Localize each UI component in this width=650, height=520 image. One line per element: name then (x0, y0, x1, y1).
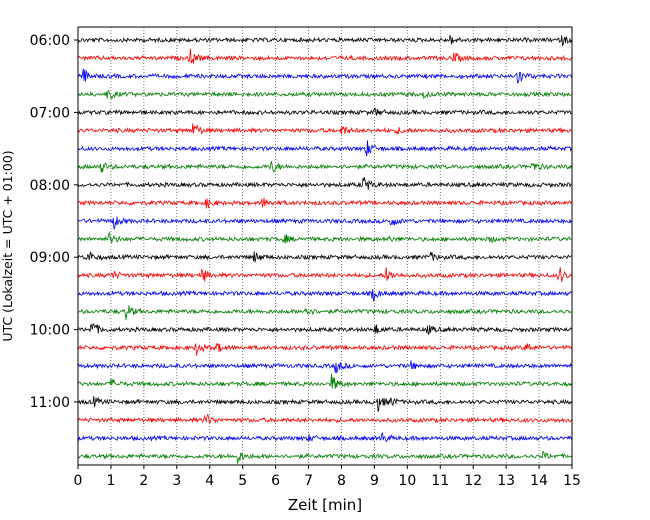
x-tick-label: 13 (497, 473, 515, 489)
x-tick-label: 1 (106, 473, 115, 489)
y-axis-label: UTC (Lokalzeit = UTC + 01:00) (0, 150, 15, 341)
seismogram-traces (77, 34, 572, 464)
x-tick-label: 12 (464, 473, 482, 489)
trace-0645 (77, 89, 572, 101)
trace-0900 (77, 251, 572, 263)
plot-background (78, 27, 572, 465)
trace-0815 (77, 197, 572, 209)
x-tick-label: 7 (304, 473, 313, 489)
trace-0745 (77, 161, 572, 174)
y-tick-label: 09:00 (30, 250, 70, 266)
x-tick-label: 14 (530, 473, 548, 489)
trace-0700 (77, 107, 572, 117)
plot-frame (77, 26, 573, 466)
x-tick-label: 5 (238, 473, 247, 489)
y-tick-label: 10:00 (30, 323, 70, 339)
x-axis-label: Zeit [min] (288, 496, 362, 514)
trace-0930 (77, 288, 572, 302)
x-tick-label: 3 (172, 473, 181, 489)
x-tick-label: 8 (337, 473, 346, 489)
x-tick-label: 4 (205, 473, 214, 489)
trace-1145 (77, 450, 572, 464)
trace-1000 (77, 323, 572, 335)
vertical-grid (110, 27, 540, 465)
trace-1130 (77, 432, 572, 443)
y-tick-label: 11:00 (30, 395, 70, 411)
x-tick-label: 6 (271, 473, 280, 489)
y-tick-label: 07:00 (30, 105, 70, 121)
x-tick-label: 11 (431, 473, 449, 489)
x-tick-label: 0 (74, 473, 83, 489)
trace-1030 (77, 360, 572, 374)
x-tick-label: 2 (139, 473, 148, 489)
trace-1100 (77, 395, 572, 412)
trace-0915 (77, 267, 572, 283)
trace-1115 (77, 413, 572, 424)
x-tick-label: 9 (370, 473, 379, 489)
y-axis-hour-ticks: 06:00 07:00 08:00 09:00 10:00 11:00 (30, 33, 78, 411)
x-tick-label: 10 (398, 473, 416, 489)
trace-0730 (77, 140, 572, 157)
trace-0615 (77, 48, 572, 64)
trace-0600 (77, 34, 572, 47)
trace-1015 (77, 342, 572, 356)
y-tick-label: 08:00 (30, 178, 70, 194)
trace-1045 (77, 373, 572, 389)
trace-0830 (77, 216, 572, 230)
trace-0845 (77, 231, 572, 244)
trace-0630 (77, 68, 572, 84)
trace-0715 (77, 123, 572, 135)
x-tick-label: 15 (563, 473, 581, 489)
trace-0945 (77, 305, 572, 320)
x-axis-ticks: 0 1 2 3 4 5 6 7 8 9 10 11 12 13 14 15 (74, 465, 581, 489)
y-tick-label: 06:00 (30, 33, 70, 49)
trace-0800 (77, 177, 572, 190)
